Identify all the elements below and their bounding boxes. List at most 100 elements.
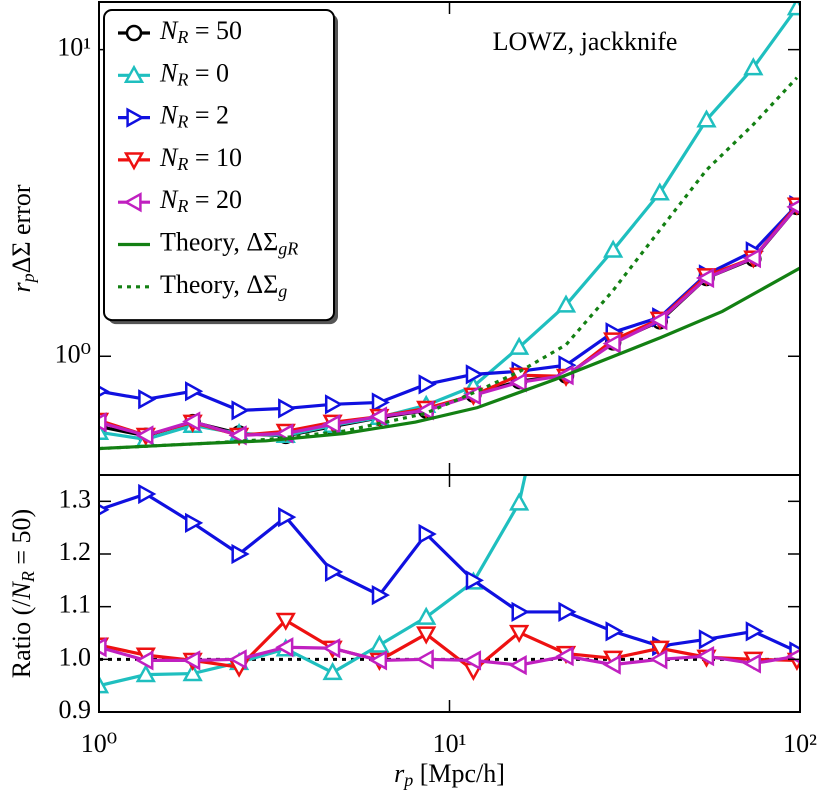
marker	[602, 333, 621, 354]
series-line	[99, 618, 797, 673]
marker	[649, 640, 670, 659]
marker	[99, 675, 110, 694]
marker	[123, 192, 142, 213]
marker	[649, 310, 668, 331]
marker	[605, 125, 621, 139]
marker	[508, 372, 527, 393]
y-tick-label: 1.2	[59, 537, 92, 566]
marker	[743, 57, 764, 76]
marker	[182, 411, 201, 432]
marker	[696, 109, 717, 128]
marker	[465, 364, 484, 385]
marker	[695, 267, 715, 289]
x-tick-label: 10¹	[433, 729, 467, 758]
marker	[278, 507, 297, 528]
marker	[369, 634, 390, 653]
marker	[605, 621, 624, 642]
marker	[231, 400, 250, 421]
marker	[231, 543, 250, 565]
legend-label: NR = 10	[159, 143, 242, 174]
marker	[555, 294, 577, 313]
marker	[275, 612, 296, 631]
marker	[184, 512, 204, 534]
marker	[745, 621, 764, 642]
series-line	[99, 645, 798, 667]
x-tick-label: 10⁰	[81, 729, 117, 758]
marker	[324, 561, 344, 583]
marker	[368, 406, 388, 427]
y-tick-label: 1.3	[59, 484, 92, 513]
marker	[786, 199, 800, 215]
marker	[508, 655, 527, 676]
marker	[368, 650, 388, 671]
y-tick-label: 0.9	[59, 695, 92, 724]
marker	[416, 606, 437, 625]
marker	[184, 381, 204, 402]
legend-label: NR = 0	[159, 58, 229, 89]
marker	[99, 412, 107, 433]
y-tick-label: 10¹	[57, 33, 91, 62]
legend-label: NR = 50	[159, 16, 242, 47]
marker	[509, 336, 530, 355]
marker	[415, 649, 434, 670]
annotation: LOWZ, jackknife	[493, 27, 678, 56]
y-axis-label: Ratio (/NR = 50)	[7, 509, 38, 678]
marker	[125, 24, 143, 42]
marker	[786, 2, 800, 16]
marker	[99, 637, 107, 658]
marker	[742, 653, 761, 674]
marker	[698, 629, 718, 650]
x-tick-label: 10²	[783, 729, 817, 758]
marker	[228, 649, 247, 670]
legend-label: Theory, ΔΣgR	[160, 227, 298, 258]
panel-frame	[98, 474, 801, 713]
marker	[324, 394, 344, 415]
marker	[462, 385, 482, 406]
legend-label: Theory, ΔΣg	[160, 270, 287, 301]
legend	[103, 9, 335, 322]
legend-label: NR = 20	[159, 185, 242, 216]
marker	[416, 626, 437, 645]
legend-label: NR = 2	[159, 101, 229, 132]
marker	[135, 425, 154, 446]
y-tick-label: 10⁰	[55, 339, 91, 368]
plot-area	[99, 125, 800, 694]
marker	[182, 650, 201, 671]
marker	[138, 483, 157, 505]
marker	[123, 64, 145, 83]
marker	[275, 637, 294, 658]
marker	[322, 661, 343, 681]
marker	[649, 649, 668, 670]
marker	[322, 638, 341, 659]
x-axis-label: rp [Mpc/h]	[394, 759, 505, 790]
marker	[126, 107, 145, 128]
marker	[509, 492, 530, 511]
plot-area	[99, 2, 800, 451]
y-tick-label: 1.1	[59, 590, 92, 619]
marker	[462, 650, 482, 671]
marker	[695, 646, 715, 667]
marker	[418, 523, 437, 545]
marker	[138, 389, 157, 410]
marker	[602, 654, 621, 675]
marker	[278, 398, 297, 419]
marker	[182, 662, 203, 682]
marker	[511, 601, 530, 623]
series-line	[99, 205, 799, 438]
y-tick-label: 1.0	[59, 642, 92, 671]
marker	[509, 624, 530, 644]
series-line	[99, 475, 527, 688]
marker	[371, 584, 390, 606]
series-line	[99, 492, 798, 653]
marker	[371, 392, 390, 413]
marker	[123, 152, 145, 171]
marker	[135, 664, 156, 683]
marker	[742, 247, 761, 269]
marker	[603, 239, 624, 258]
marker	[555, 646, 574, 667]
marker	[558, 601, 577, 623]
marker	[135, 650, 154, 671]
marker	[418, 374, 437, 395]
marker	[228, 425, 247, 446]
